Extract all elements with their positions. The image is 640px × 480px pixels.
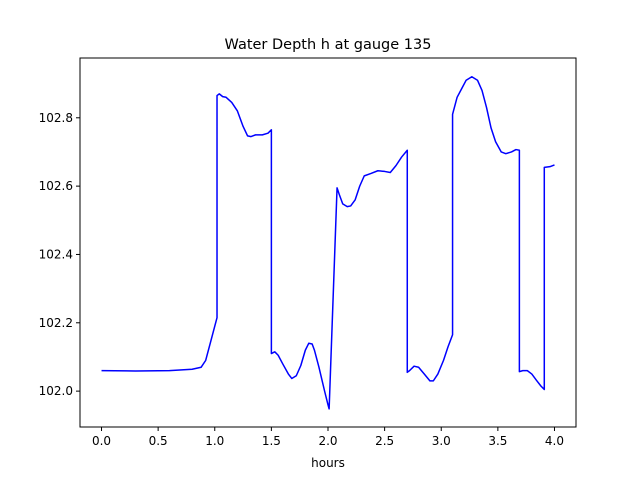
y-tick-label: 102.4 <box>39 247 73 261</box>
x-tick-label: 1.5 <box>262 434 281 448</box>
x-axis-label: hours <box>311 456 345 470</box>
x-tick-label: 2.0 <box>318 434 337 448</box>
y-tick-label: 102.8 <box>39 111 73 125</box>
series-layer <box>101 76 555 410</box>
x-tick-label: 1.0 <box>205 434 224 448</box>
x-tick-label: 0.0 <box>92 434 111 448</box>
chart-title: Water Depth h at gauge 135 <box>225 37 432 53</box>
x-tick-label: 3.0 <box>432 434 451 448</box>
x-tick-label: 2.5 <box>375 434 394 448</box>
series-line-0 <box>101 76 555 410</box>
y-axis: 102.0 102.2 102.4 102.6 102.8 <box>39 111 80 398</box>
x-tick-label: 3.5 <box>488 434 507 448</box>
y-tick-label: 102.0 <box>39 384 73 398</box>
x-tick-label: 0.5 <box>149 434 168 448</box>
x-axis: 0.0 0.5 1.0 1.5 2.0 2.5 3.0 3.5 4.0 <box>92 427 564 448</box>
y-tick-label: 102.2 <box>39 316 73 330</box>
x-tick-label: 4.0 <box>545 434 564 448</box>
y-tick-label: 102.6 <box>39 179 73 193</box>
